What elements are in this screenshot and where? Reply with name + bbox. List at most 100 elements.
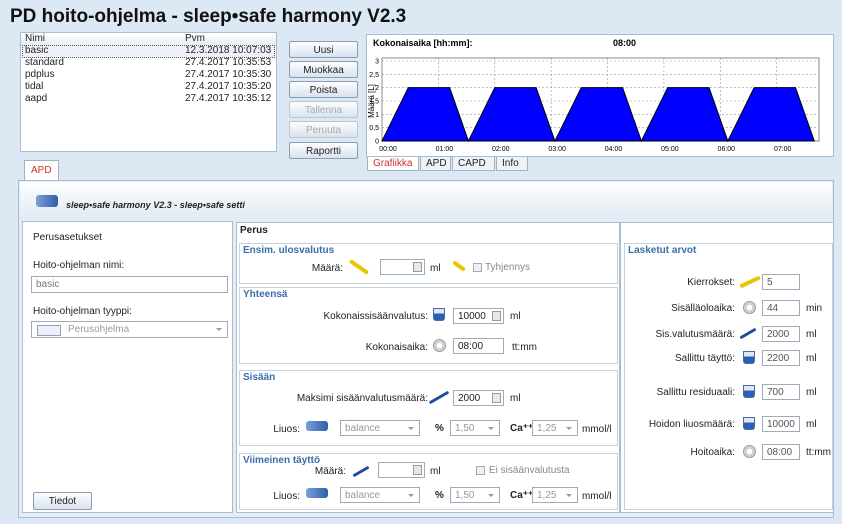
button: Peruuta — [289, 121, 358, 138]
unit: ml — [806, 353, 817, 364]
set-header-bar — [20, 182, 832, 214]
chart-tab[interactable]: CAPD — [452, 157, 495, 171]
amount-input[interactable] — [380, 259, 425, 275]
label: Kokonaissisäänvalutus: — [323, 311, 428, 322]
icon — [306, 488, 328, 498]
checkbox[interactable] — [476, 466, 485, 475]
label: Sis.valutusmäärä: — [655, 329, 735, 340]
unit: mmol/l — [582, 491, 612, 502]
label: Kierrokset: — [687, 277, 735, 288]
label: Sallittu residuaali: — [656, 387, 735, 398]
icon — [743, 417, 755, 430]
column-header: Nimi — [25, 33, 45, 44]
icon — [433, 308, 445, 321]
main-tab[interactable]: APD — [24, 160, 59, 180]
solution-select[interactable]: balance — [340, 420, 420, 436]
x-tick-label: 05:00 — [661, 146, 679, 153]
name-input[interactable]: basic — [31, 276, 228, 293]
panel-title: Perusasetukset — [33, 232, 102, 243]
column-header: Pvm — [185, 33, 205, 44]
list-cell[interactable]: standard — [25, 57, 64, 68]
unit: tt:mm — [806, 447, 831, 458]
percent-select[interactable]: 1,50 — [450, 487, 500, 503]
list-cell[interactable]: 27.4.2017 10:35:53 — [185, 57, 272, 68]
label: Sisälläoloaika: — [671, 303, 735, 314]
percent-select[interactable]: 1,50 — [450, 420, 500, 436]
icon — [743, 351, 755, 364]
label: Määrä: — [314, 466, 346, 477]
x-tick-label: 01:00 — [436, 146, 454, 153]
list-cell[interactable]: 12.3.2018 10:07:03 — [185, 45, 272, 56]
button[interactable]: Poista — [289, 81, 358, 98]
label: Hoitoaika: — [690, 447, 735, 458]
icon — [743, 385, 755, 398]
x-tick-label: 03:00 — [548, 146, 566, 153]
chart-title: Kokonaisaika [hh:mm]: — [373, 38, 473, 48]
y-tick-label: 1,5 — [369, 99, 379, 106]
chart-tab[interactable]: APD — [420, 157, 451, 171]
y-tick-label: 1 — [375, 112, 379, 119]
value-field: 08:00 — [762, 444, 800, 460]
unit: tt:mm — [512, 342, 537, 353]
unit: ml — [806, 419, 817, 430]
button[interactable]: Uusi — [289, 41, 358, 58]
group-title: Yhteensä — [243, 289, 288, 300]
list-cell[interactable]: pdplus — [25, 69, 55, 80]
ca-select[interactable]: 1,25 — [532, 487, 578, 503]
label: Sallittu täyttö: — [674, 353, 735, 364]
list-cell[interactable]: 27.4.2017 10:35:12 — [185, 93, 272, 104]
list-cell[interactable]: aapd — [25, 93, 48, 104]
icon — [743, 445, 756, 458]
label: Hoito-ohjelman tyyppi: — [33, 306, 132, 317]
button[interactable]: Muokkaa — [289, 61, 358, 78]
checkbox[interactable] — [473, 263, 482, 272]
list-cell[interactable]: 27.4.2017 10:35:30 — [185, 69, 272, 80]
group-title: Ensim. ulosvalutus — [243, 245, 335, 256]
max-input[interactable]: 2000 — [453, 390, 504, 406]
x-tick-label: 06:00 — [718, 146, 736, 153]
x-tick-label: 00:00 — [379, 146, 397, 153]
unit: ml — [806, 329, 817, 340]
chart-total: 08:00 — [613, 38, 636, 48]
list-cell[interactable]: basic — [25, 45, 49, 56]
label: Hoito-ohjelman nimi: — [33, 260, 125, 271]
label: Kokonaisaika: — [365, 342, 428, 353]
value-field: 2200 — [762, 350, 800, 366]
group-title: Sisään — [243, 372, 276, 383]
x-tick-label: 02:00 — [492, 146, 510, 153]
panel-title: Perus — [240, 225, 268, 236]
y-axis-label: Määrä [L] — [367, 84, 376, 118]
group-box — [239, 287, 618, 364]
checkbox-label: Ei sisäänvalutusta — [489, 465, 570, 476]
time-input[interactable]: 08:00 — [453, 338, 504, 354]
inflow-input[interactable]: 10000 — [453, 308, 504, 324]
page-title: PD hoito-ohjelma - sleep•safe harmony V2… — [10, 6, 407, 27]
checkbox-label: Tyhjennys — [485, 262, 531, 273]
label: Määrä: — [311, 263, 343, 274]
button[interactable]: Raportti — [289, 142, 358, 159]
icon — [433, 339, 446, 352]
list-cell[interactable]: 27.4.2017 10:35:20 — [185, 81, 272, 92]
label: Maksimi sisäänvalutusmäärä: — [296, 393, 428, 404]
chart: Kokonaisaika [hh:mm]: 08:00 Määrä [L] 00… — [367, 38, 820, 153]
list-cell[interactable]: tidal — [25, 81, 44, 92]
unit: ml — [430, 466, 441, 477]
value-field: 10000 — [762, 416, 800, 432]
type-icon — [37, 325, 61, 336]
ca-select[interactable]: 1,25 — [532, 420, 578, 436]
amount-input[interactable] — [378, 462, 425, 478]
solution-select[interactable]: balance — [340, 487, 420, 503]
value-field: 44 — [762, 300, 800, 316]
type-select[interactable]: Perusohjelma — [31, 321, 228, 338]
value-field: 2000 — [762, 326, 800, 342]
details-button[interactable]: Tiedot — [33, 492, 92, 510]
group-title: Viimeinen täyttö — [243, 455, 321, 466]
program-list[interactable]: Nimi Pvm basic 12.3.2018 10:07:03 standard 27… — [20, 32, 277, 152]
label: Ca⁺⁺ — [510, 423, 534, 434]
y-tick-label: 2 — [375, 85, 379, 92]
chart-tab[interactable]: Grafiikka — [367, 157, 419, 171]
label: Liuos: — [273, 424, 300, 435]
chart-tab[interactable]: Info — [496, 157, 528, 171]
